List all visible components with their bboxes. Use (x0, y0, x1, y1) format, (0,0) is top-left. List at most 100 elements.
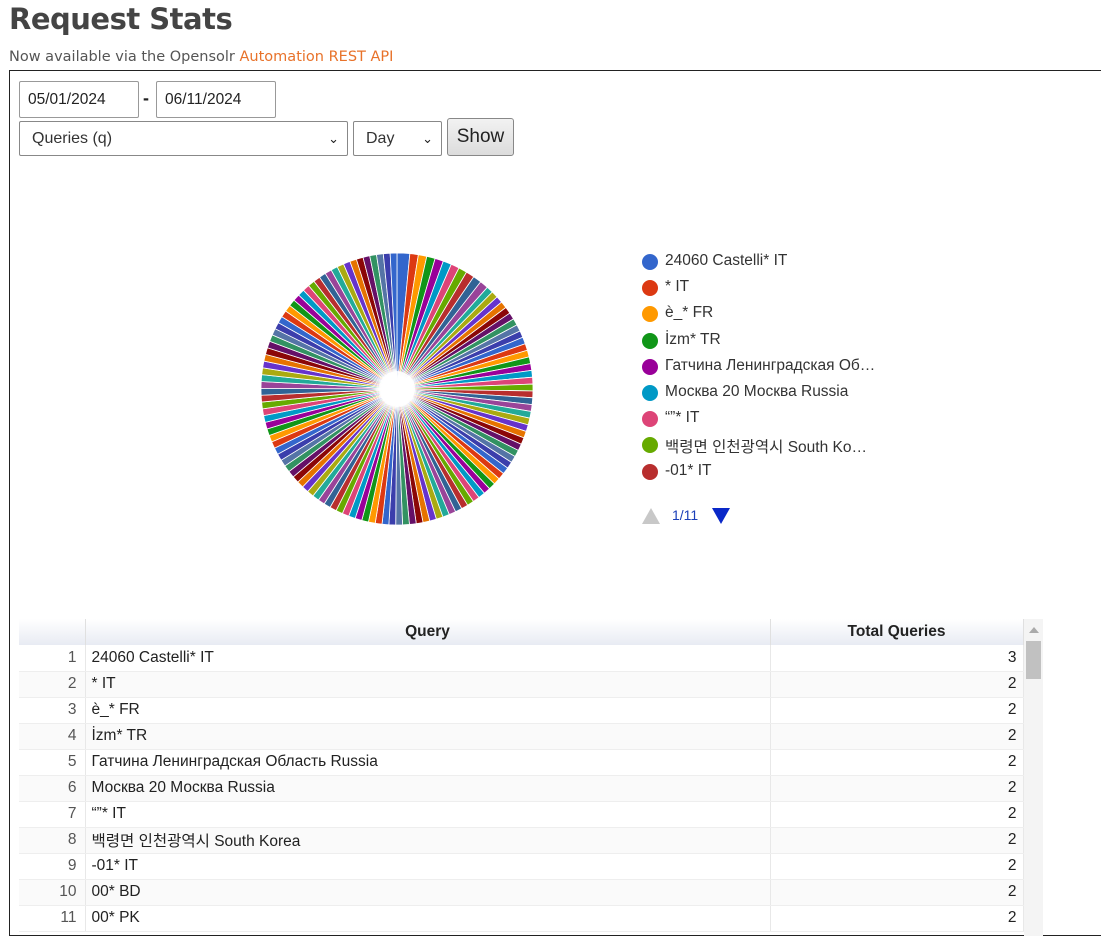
row-index: 7 (19, 801, 86, 828)
row-index: 5 (19, 749, 86, 776)
interval-select[interactable]: Day ⌄ (353, 121, 442, 156)
pie-chart (260, 252, 534, 526)
scroll-up-icon[interactable] (1029, 627, 1039, 633)
row-query: İzm* TR (85, 723, 771, 750)
row-total: 2 (770, 775, 1024, 802)
row-query: 00* BD (85, 879, 771, 906)
subtitle-text: Now available via the Opensolr (9, 49, 240, 65)
legend-next-icon[interactable] (712, 508, 730, 524)
row-query: -01* IT (85, 853, 771, 880)
table-row[interactable]: 1 24060 Castelli* IT 3 (19, 645, 1024, 672)
row-index: 10 (19, 879, 86, 906)
date-from-input[interactable]: 05/01/2024 (19, 81, 139, 118)
table-row[interactable]: 10 00* BD 2 (19, 879, 1024, 906)
show-button[interactable]: Show (447, 118, 514, 156)
row-index: 2 (19, 671, 86, 698)
legend-item[interactable]: è_* FR (642, 302, 892, 328)
row-index: 3 (19, 697, 86, 724)
table-row[interactable]: 5 Гатчина Ленинградская Область Russia 2 (19, 749, 1024, 776)
row-index: 8 (19, 827, 86, 854)
row-total: 2 (770, 723, 1024, 750)
legend-item[interactable]: Гатчина Ленинградская Об… (642, 355, 892, 381)
row-total: 2 (770, 905, 1024, 932)
table-row[interactable]: 7 “”* IT 2 (19, 801, 1024, 828)
column-header-total[interactable]: Total Queries (770, 619, 1024, 645)
legend-item[interactable]: “”* IT (642, 407, 892, 433)
legend-label: 24060 Castelli* IT (665, 252, 788, 269)
row-index: 6 (19, 775, 86, 802)
stats-panel (9, 70, 1101, 936)
metric-select-value: Queries (q) (32, 130, 113, 147)
table-row[interactable]: 4 İzm* TR 2 (19, 723, 1024, 750)
table-row[interactable]: 2 * IT 2 (19, 671, 1024, 698)
row-index: 4 (19, 723, 86, 750)
row-total: 3 (770, 645, 1024, 672)
legend-label: * IT (665, 278, 690, 296)
legend-label: 백령면 인천광역시 South Ko… (665, 439, 867, 457)
legend-item[interactable]: Москва 20 Москва Russia (642, 381, 892, 407)
row-total: 2 (770, 697, 1024, 724)
legend-swatch (642, 358, 658, 375)
date-to-input[interactable]: 06/11/2024 (156, 81, 276, 118)
date-separator: - (143, 88, 149, 108)
row-query: “”* IT (85, 801, 771, 828)
table-row[interactable]: 3 è_* FR 2 (19, 697, 1024, 724)
chart-legend: 24060 Castelli* IT * IT è_* FR İzm* TR Гатчи… (642, 250, 892, 486)
column-header-query[interactable]: Query (85, 619, 771, 645)
legend-label: Гатчина Ленинградская Об… (665, 356, 876, 374)
row-total: 2 (770, 853, 1024, 880)
table-row[interactable]: 6 Москва 20 Москва Russia 2 (19, 775, 1024, 802)
legend-swatch (642, 384, 658, 401)
legend-item[interactable]: * IT (642, 276, 892, 302)
row-query: Москва 20 Москва Russia (85, 775, 771, 802)
row-index: 1 (19, 645, 86, 672)
row-total: 2 (770, 827, 1024, 854)
row-total: 2 (770, 749, 1024, 776)
row-index: 9 (19, 853, 86, 880)
table-row[interactable]: 9 -01* IT 2 (19, 853, 1024, 880)
column-header-index[interactable] (19, 619, 86, 645)
row-total: 2 (770, 801, 1024, 828)
legend-item[interactable]: İzm* TR (642, 329, 892, 355)
table-header-row: Query Total Queries (19, 619, 1024, 645)
table-row[interactable]: 11 00* PK 2 (19, 905, 1024, 932)
row-index: 11 (19, 905, 86, 932)
chevron-down-icon: ⌄ (422, 131, 433, 146)
legend-label: è_* FR (665, 304, 714, 322)
legend-label: -01* IT (665, 461, 712, 479)
row-query: 24060 Castelli* IT (85, 645, 771, 672)
row-query: è_* FR (85, 697, 771, 724)
legend-pager: 1/11 (642, 505, 762, 527)
row-total: 2 (770, 879, 1024, 906)
legend-item[interactable]: 백령면 인천광역시 South Ko… (642, 433, 892, 459)
subtitle: Now available via the Opensolr Automatio… (9, 49, 393, 65)
scrollbar-thumb[interactable] (1026, 641, 1041, 679)
chevron-down-icon: ⌄ (328, 131, 339, 146)
row-query: * IT (85, 671, 771, 698)
legend-swatch (642, 254, 658, 270)
metric-select[interactable]: Queries (q) ⌄ (19, 121, 348, 156)
row-query: 00* PK (85, 905, 771, 932)
legend-label: İzm* TR (665, 330, 721, 348)
legend-label: “”* IT (665, 409, 700, 427)
legend-swatch (642, 437, 658, 454)
table-scrollbar[interactable] (1024, 619, 1043, 936)
legend-swatch (642, 463, 658, 480)
pie-center (379, 371, 415, 407)
legend-item[interactable]: 24060 Castelli* IT (642, 250, 892, 276)
query-table: Query Total Queries 1 24060 Castelli* IT 3… (19, 619, 1043, 936)
legend-swatch (642, 306, 658, 323)
legend-item[interactable]: -01* IT (642, 460, 892, 486)
row-query: Гатчина Ленинградская Область Russia (85, 749, 771, 776)
pie-slice[interactable] (389, 252, 398, 390)
interval-select-value: Day (366, 130, 395, 147)
table-row[interactable]: 8 백령면 인천광역시 South Korea 2 (19, 827, 1024, 854)
page-title: Request Stats (9, 2, 233, 36)
legend-label: Москва 20 Москва Russia (665, 382, 849, 400)
legend-page-indicator: 1/11 (672, 507, 699, 523)
automation-rest-api-link[interactable]: Automation REST API (239, 49, 394, 65)
legend-swatch (642, 411, 658, 428)
row-total: 2 (770, 671, 1024, 698)
legend-prev-icon[interactable] (642, 508, 660, 524)
legend-swatch (642, 332, 658, 349)
